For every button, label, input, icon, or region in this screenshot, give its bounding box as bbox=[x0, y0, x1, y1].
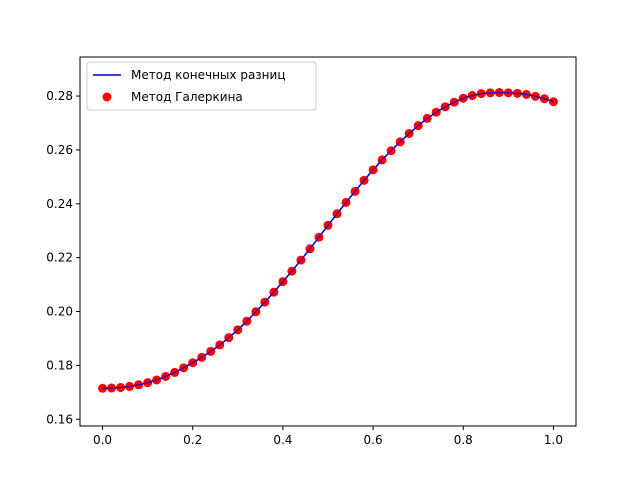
y-tick-label: 0.22 bbox=[46, 251, 73, 265]
legend-box bbox=[86, 61, 317, 111]
y-axis: 0.16 0.18 0.20 0.22 0.24 0.26 0.28 bbox=[46, 89, 80, 426]
series-line-finite-difference-overlay bbox=[102, 91, 554, 389]
x-tick-label: 1.0 bbox=[544, 433, 563, 447]
legend-label-galerkin: Метод Галеркина bbox=[131, 90, 243, 104]
legend-label-finite-difference: Метод конечных разниц bbox=[131, 68, 286, 82]
legend-dot-marker bbox=[102, 92, 112, 102]
x-axis: 0.0 0.2 0.4 0.6 0.8 1.0 bbox=[93, 426, 563, 447]
y-tick-label: 0.28 bbox=[46, 89, 73, 103]
x-tick-label: 0.0 bbox=[93, 433, 112, 447]
x-tick-label: 0.8 bbox=[454, 433, 473, 447]
plot-frame bbox=[79, 56, 577, 427]
y-tick-label: 0.16 bbox=[46, 412, 73, 426]
plot-background bbox=[80, 57, 576, 426]
y-tick-label: 0.20 bbox=[46, 305, 73, 319]
x-tick-label: 0.6 bbox=[364, 433, 383, 447]
x-tick-label: 0.2 bbox=[183, 433, 202, 447]
legend: Метод конечных разниц Метод Галеркина bbox=[86, 61, 317, 111]
y-tick-label: 0.18 bbox=[46, 358, 73, 372]
y-tick-label: 0.24 bbox=[46, 197, 73, 211]
series-layer bbox=[98, 88, 558, 393]
x-tick-label: 0.4 bbox=[273, 433, 292, 447]
y-tick-label: 0.26 bbox=[46, 143, 73, 157]
